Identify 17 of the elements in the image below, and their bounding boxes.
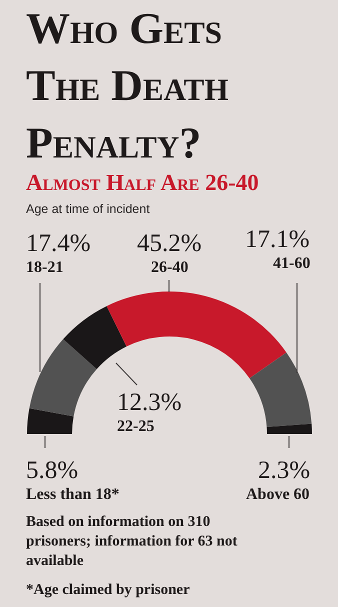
slice-label: Less than 18* <box>26 486 120 503</box>
data-label: 17.1% <box>245 226 310 253</box>
data-label: 45.2% <box>137 230 202 257</box>
slice-label: 18-21 <box>26 259 64 276</box>
chart-subtitle: Almost Half Are 26-40 <box>26 170 259 195</box>
text: Based on information on 310 prisoners; information for 63 not available <box>26 514 238 569</box>
chart-title: Who Gets The Death Penalty? <box>26 4 228 168</box>
data-label: 5.8% <box>26 457 78 484</box>
slice-label: 26-40 <box>151 259 188 276</box>
text: Age at time of incident <box>26 202 150 216</box>
slice-label: Above 60 <box>246 486 310 503</box>
text: *Age claimed by prisoner <box>26 582 190 598</box>
data-label: 2.3% <box>258 457 310 484</box>
slice-label: 41-60 <box>273 255 310 272</box>
slice-label: 22-25 <box>117 418 154 435</box>
data-label: 17.4% <box>26 230 91 257</box>
data-label: 12.3% <box>117 389 182 416</box>
